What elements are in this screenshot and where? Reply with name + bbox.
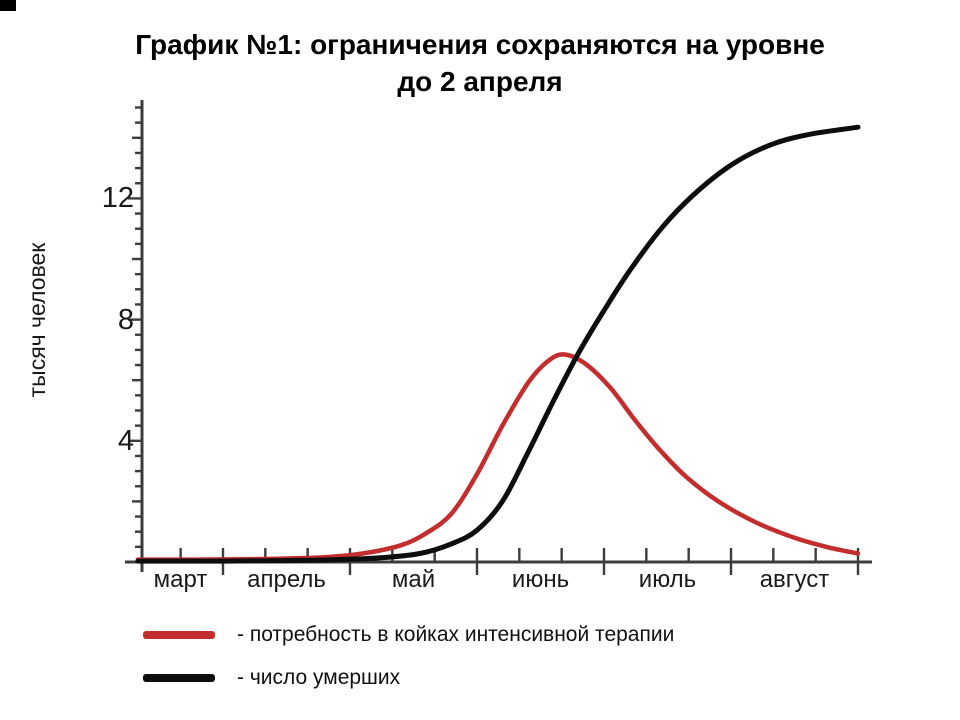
x-month-label-1: март bbox=[153, 566, 208, 593]
y-axis-title: тысяч человек bbox=[24, 242, 50, 398]
y-tick-label-8: 8 bbox=[117, 303, 134, 336]
corner-artifact bbox=[0, 0, 16, 11]
x-month-label-6: август bbox=[759, 566, 830, 593]
chart-title-line-2: до 2 апреля bbox=[397, 66, 563, 97]
legend-item-icu: - потребность в койках интенсивной терап… bbox=[143, 620, 674, 650]
black-line-swatch-icon bbox=[143, 674, 215, 682]
legend: - потребность в койках интенсивной терап… bbox=[143, 620, 674, 706]
legend-label-deaths: - число умерших bbox=[237, 666, 401, 689]
legend-label-icu: - потребность в койках интенсивной терап… bbox=[237, 623, 675, 646]
chart-title: График №1: ограничения сохраняются на ур… bbox=[0, 26, 960, 100]
x-month-label-5: июль bbox=[638, 566, 697, 593]
x-month-label-3: май bbox=[391, 566, 436, 593]
red-line-swatch-icon bbox=[143, 631, 215, 639]
y-tick-label-12: 12 bbox=[101, 182, 134, 215]
icu-demand-curve bbox=[135, 352, 861, 562]
chart-title-line-1: График №1: ограничения сохраняются на ур… bbox=[135, 29, 825, 60]
x-month-label-4: июнь bbox=[511, 566, 570, 593]
legend-item-deaths: - число умерших bbox=[143, 663, 674, 693]
deaths-curve bbox=[135, 124, 861, 564]
y-tick-label-4: 4 bbox=[117, 424, 134, 457]
x-month-label-2: апрель bbox=[247, 566, 326, 593]
